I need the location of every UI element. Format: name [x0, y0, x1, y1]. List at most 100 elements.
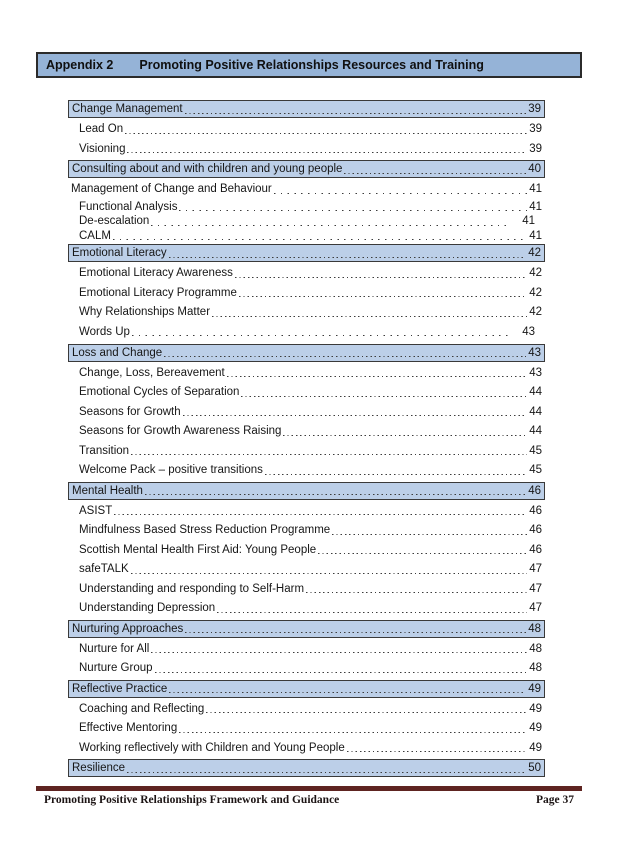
toc-entry[interactable]: Visioning 39 [71, 140, 542, 157]
toc-page-number: 46 [529, 504, 542, 517]
toc-entry[interactable]: Transition 45 [71, 442, 542, 459]
toc-dot-leader [264, 462, 528, 478]
toc-entry[interactable]: safeTALK 47 [71, 561, 542, 577]
toc-page-number: 44 [529, 405, 542, 418]
toc-entry[interactable]: Why Relationships Matter 42 [71, 304, 542, 320]
toc-entry-title: safeTALK [79, 563, 129, 575]
toc-dot-leader [179, 720, 528, 736]
toc-entry-title: Transition [79, 444, 130, 457]
toc-page-number: 46 [529, 524, 542, 536]
toc-entry[interactable]: Reflective Practice 49 [68, 679, 545, 698]
toc-entry[interactable]: Management of Change and Behaviour 41 [71, 181, 542, 197]
toc-page-number: 43 [528, 346, 541, 359]
toc-entry[interactable]: Nurture for All 48 [71, 640, 542, 657]
toc-page-number: 41 [529, 229, 542, 242]
toc-dot-leader [151, 640, 528, 657]
toc-entry[interactable]: Change, Loss, Bereavement 43 [71, 364, 542, 381]
toc-entry[interactable]: Nurturing Approaches 48 [68, 619, 545, 638]
toc-entry-title: Words Up [79, 325, 130, 338]
toc-entry[interactable]: Functional Analysis 41 [71, 200, 542, 215]
toc-entry[interactable]: Lead On 39 [71, 121, 542, 137]
page-footer: Promoting Positive Relationships Framewo… [36, 794, 582, 806]
toc-entry-title: Seasons for Growth [79, 405, 181, 418]
toc-dot-leader [226, 364, 528, 381]
toc-dot-leader [127, 760, 527, 776]
toc-dot-leader [127, 140, 528, 157]
footer-document-title: Promoting Positive Relationships Framewo… [44, 794, 340, 806]
toc-entry[interactable]: Emotional Literacy Awareness 42 [71, 265, 542, 281]
toc-entry[interactable]: Mental Health 46 [68, 481, 545, 500]
toc-entry[interactable]: Emotional Literacy Programme 42 [71, 284, 542, 301]
toc-page-number: 39 [528, 103, 541, 115]
toc-entry[interactable]: Resilience 50 [68, 759, 545, 777]
toc-page-number: 43 [522, 325, 535, 338]
toc-dot-leader [283, 423, 528, 439]
toc-page-number: 39 [529, 142, 542, 155]
toc-entry-title: Consulting about and with children and y… [72, 163, 343, 175]
toc-page-number: 41 [522, 215, 535, 227]
toc-entry-title: Emotional Literacy Programme [79, 286, 237, 299]
toc-entry[interactable]: ASIST 46 [71, 502, 542, 519]
toc-entry[interactable]: Working reflectively with Children and Y… [71, 739, 542, 756]
toc-dot-leader [131, 442, 528, 459]
toc-entry-title: Reflective Practice [72, 682, 168, 695]
toc-page-number: 40 [528, 163, 541, 175]
toc-dot-leader [182, 403, 528, 420]
toc-entry[interactable]: Loss and Change 43 [68, 343, 545, 362]
toc-entry[interactable]: Coaching and Reflecting 49 [71, 700, 542, 717]
toc-dot-leader [212, 304, 528, 320]
toc-page-number: 49 [529, 741, 542, 754]
toc-entry[interactable]: Welcome Pack – positive transitions 45 [71, 462, 542, 478]
toc-page-number: 49 [529, 702, 542, 715]
toc-entry[interactable]: Change Management 39 [68, 100, 545, 118]
toc-entry[interactable]: Nurture Group 48 [71, 660, 542, 676]
toc-entry-title: Resilience [72, 762, 126, 774]
toc-entry-title: Emotional Literacy [72, 247, 167, 259]
toc-dot-leader [164, 344, 527, 361]
toc-dot-leader [241, 384, 528, 400]
toc-entry-title: De-escalation [79, 215, 150, 227]
toc-dot-leader [131, 323, 509, 340]
toc-dot-leader [151, 215, 509, 229]
toc-entry-title: CALM [79, 229, 111, 242]
toc-entry-title: Change, Loss, Bereavement [79, 366, 225, 379]
appendix-header-label: Appendix 2 [46, 58, 114, 72]
toc-entry-title: Coaching and Reflecting [79, 702, 205, 715]
toc-page-number: 42 [528, 247, 541, 259]
toc-page-number: 42 [529, 286, 542, 299]
toc-entry-title: Effective Mentoring [79, 722, 178, 734]
toc-entry[interactable]: Mindfulness Based Stress Reduction Progr… [71, 522, 542, 538]
toc-entry-title: Working reflectively with Children and Y… [79, 741, 345, 754]
toc-entry[interactable]: Words Up 43 [71, 323, 542, 340]
toc-dot-leader [114, 502, 528, 519]
toc-page-number: 39 [529, 123, 542, 135]
toc-entry-title: Functional Analysis [79, 200, 178, 213]
toc-entry[interactable]: De-escalation 41 [71, 215, 542, 229]
toc-entry[interactable]: Emotional Literacy 42 [68, 244, 545, 262]
toc-page-number: 42 [529, 306, 542, 318]
toc-entry-title: Loss and Change [72, 346, 163, 359]
toc-entry[interactable]: Effective Mentoring 49 [71, 720, 542, 736]
toc-entry[interactable]: Understanding Depression 47 [71, 600, 542, 616]
toc-page-number: 47 [529, 582, 542, 595]
toc-dot-leader [306, 580, 528, 597]
toc-page-number: 46 [529, 543, 542, 556]
toc-entry[interactable]: Consulting about and with children and y… [68, 160, 545, 178]
toc-entry[interactable]: Scottish Mental Health First Aid: Young … [71, 541, 542, 558]
toc-entry-title: ASIST [79, 504, 113, 517]
toc-entry[interactable]: Emotional Cycles of Separation 44 [71, 384, 542, 400]
toc-dot-leader [206, 700, 528, 717]
toc-dot-leader [234, 265, 528, 281]
toc-page-number: 48 [529, 662, 542, 674]
toc-entry[interactable]: CALM 41 [71, 229, 542, 244]
toc-dot-leader [184, 101, 527, 117]
toc-entry-title: Seasons for Growth Awareness Raising [79, 425, 282, 437]
toc-dot-leader [154, 660, 528, 676]
toc-entry-title: Nurture Group [79, 662, 153, 674]
toc-entry[interactable]: Seasons for Growth Awareness Raising 44 [71, 423, 542, 439]
toc-entry[interactable]: Seasons for Growth 44 [71, 403, 542, 420]
toc-entry[interactable]: Understanding and responding to Self-Har… [71, 580, 542, 597]
toc-page-number: 43 [529, 366, 542, 379]
toc-page-number: 49 [528, 682, 541, 695]
toc-dot-leader [344, 161, 527, 177]
